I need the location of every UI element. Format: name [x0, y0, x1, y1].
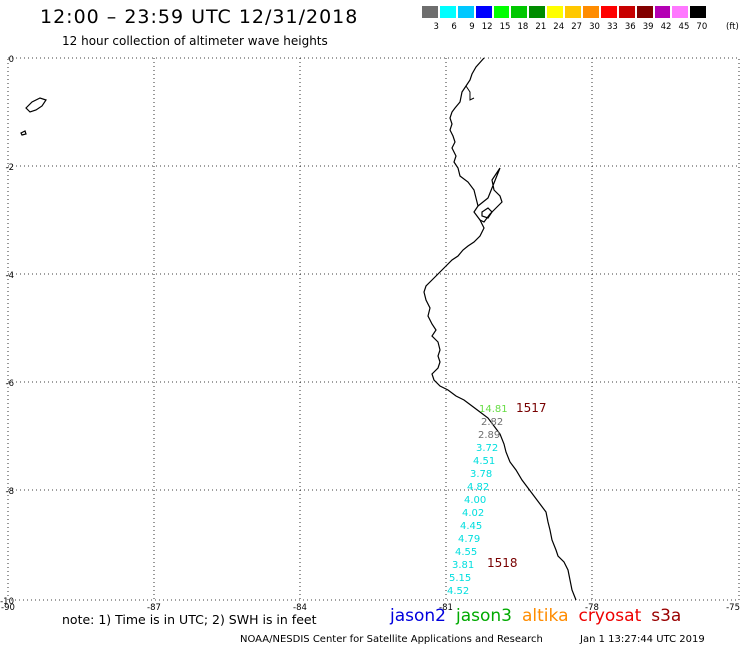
legend-swatch	[564, 5, 583, 19]
wave-height-value: 4.79	[458, 534, 480, 545]
legend-swatch	[510, 5, 529, 19]
legend-label: 30	[589, 22, 600, 32]
latitude-label: -2	[6, 163, 14, 173]
legend-label: 15	[499, 22, 511, 32]
wave-height-value: 4.02	[462, 508, 484, 519]
wave-height-value: 3.72	[476, 443, 498, 454]
longitude-label: -78	[585, 603, 599, 613]
longitude-label: -84	[293, 603, 307, 613]
legend-swatch	[474, 5, 493, 19]
wave-height-value: 4.82	[467, 482, 489, 493]
longitude-label: -90	[1, 603, 15, 613]
legend-swatch	[671, 5, 690, 19]
latitude-label: -4	[6, 271, 14, 281]
legend-swatch	[617, 5, 636, 19]
wave-height-value: 4.52	[447, 586, 469, 597]
satellite-jason2: jason2	[390, 606, 446, 626]
color-scale-legend: 3 6 9 12 15 18 21 24 27 30 33 36 39 42 45 70 (ft)	[421, 5, 739, 32]
generated-timestamp: Jan 1 13:27:44 UTC 2019	[580, 634, 705, 645]
satellite-legend: jason2 jason3 altika cryosat s3a	[390, 606, 691, 626]
legend-label: 39	[642, 22, 654, 32]
legend-swatch	[438, 5, 457, 19]
legend-label: 18	[517, 22, 529, 32]
legend-swatch	[689, 5, 708, 19]
legend-label: 24	[553, 22, 565, 32]
latitude-label: -6	[6, 379, 14, 389]
wave-height-value: 4.00	[464, 495, 486, 506]
legend-swatch	[653, 5, 672, 19]
legend-swatch	[528, 5, 547, 19]
pass-time-label: 1518	[487, 556, 518, 570]
legend-label: 33	[606, 22, 618, 32]
latitude-label: -8	[6, 487, 14, 497]
wave-height-value: 2.82	[481, 417, 503, 428]
units-note: note: 1) Time is in UTC; 2) SWH is in fe…	[62, 612, 317, 627]
legend-label: 9	[469, 22, 475, 32]
legend-swatch	[456, 5, 475, 19]
longitude-label: -81	[439, 603, 453, 613]
legend-label: 6	[451, 22, 457, 32]
puna-island	[481, 207, 493, 219]
satellite-cryosat: cryosat	[578, 606, 642, 626]
legend-unit: (ft)	[726, 22, 739, 32]
coastline	[20, 57, 577, 601]
satellite-jason3: jason3	[456, 606, 512, 626]
legend-label: 42	[660, 22, 672, 32]
credit-text: NOAA/NESDIS Center for Satellite Applica…	[240, 634, 543, 645]
legend-swatch	[546, 5, 565, 19]
legend-label: 12	[481, 22, 493, 32]
longitude-label: -87	[147, 603, 161, 613]
page-subtitle: 12 hour collection of altimeter wave hei…	[62, 34, 328, 48]
south-america-coastline	[423, 57, 577, 601]
page-title: 12:00 – 23:59 UTC 12/31/2018	[40, 6, 359, 28]
longitude-label: -75	[726, 603, 740, 613]
legend-swatch	[582, 5, 600, 19]
legend-label: 36	[624, 22, 636, 32]
galapagos-isabela	[25, 97, 47, 113]
legend-swatch	[599, 5, 618, 19]
legend-labels: 3 6 9 12 15 18 21 24 27 30 33 36 39 42 45 70	[421, 22, 707, 32]
legend-label: 70	[696, 22, 708, 32]
legend-swatch	[635, 5, 654, 19]
latitude-label: 0	[9, 55, 14, 65]
legend-label: 21	[535, 22, 547, 32]
wave-height-value: 4.55	[455, 547, 477, 558]
legend-label: 3	[433, 22, 439, 32]
legend-label: 27	[571, 22, 583, 32]
wave-height-value: 2.89	[478, 430, 500, 441]
map-grid	[7, 57, 740, 601]
axis-labels: 0 -2 -4 -6 -8 -10-90 -87 -84 -81 -78 -75	[0, 55, 740, 613]
galapagos-islet	[20, 130, 27, 136]
legend-swatch	[492, 5, 511, 19]
wave-height-value: 3.81	[452, 560, 474, 571]
legend-label: 45	[678, 22, 690, 32]
legend-swatches	[421, 5, 708, 19]
coast-inlet	[465, 85, 475, 101]
wave-height-value: 14.81	[479, 404, 508, 415]
wave-height-value: 3.78	[470, 469, 492, 480]
satellite-s3a: s3a	[651, 606, 682, 626]
wave-height-value: 4.51	[473, 456, 495, 467]
latitude-label: -10	[0, 597, 14, 607]
wave-height-value: 4.45	[460, 521, 482, 532]
satellite-altika: altika	[522, 606, 569, 626]
map-frame	[7, 57, 740, 601]
pass-time-label: 1517	[516, 401, 547, 415]
altimeter-track: 14.81 2.82 2.89 3.72 4.51 3.78 4.82 4.00 4.02 4.4…	[447, 401, 547, 597]
wave-height-value: 5.15	[449, 573, 471, 584]
legend-swatch	[421, 5, 439, 19]
